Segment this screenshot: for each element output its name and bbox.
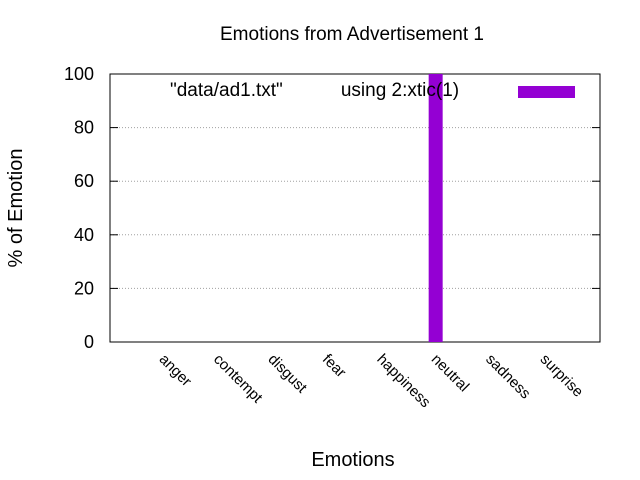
x-axis-label: Emotions	[311, 449, 394, 471]
x-tick-label: sadness	[482, 351, 534, 403]
y-tick-label: 80	[74, 118, 94, 138]
y-axis-ticks: 0 20 40 60 80 100	[64, 64, 600, 352]
x-tick-label: surprise	[537, 351, 587, 401]
bars	[428, 74, 443, 342]
x-tick-label: disgust	[265, 351, 311, 397]
legend-label: "data/ad1.txt" using 2:xtic(1)	[170, 80, 459, 101]
plot-frame	[109, 73, 601, 343]
bar-neutral	[428, 74, 443, 342]
chart-title: Emotions from Advertisement 1	[220, 24, 484, 45]
x-tick-label: neutral	[428, 351, 472, 395]
y-axis-label: % of Emotion	[5, 149, 27, 268]
legend-swatch	[518, 86, 575, 98]
y-tick-label: 0	[84, 332, 94, 352]
x-tick-label: happiness	[373, 351, 433, 411]
x-tick-label: anger	[156, 351, 195, 390]
y-tick-label: 40	[74, 225, 94, 245]
legend: "data/ad1.txt" using 2:xtic(1)	[170, 80, 575, 101]
y-tick-label: 100	[64, 64, 94, 84]
y-tick-label: 60	[74, 171, 94, 191]
x-tick-label: fear	[319, 351, 349, 381]
y-tick-label: 20	[74, 278, 94, 298]
x-tick-label: contempt	[210, 351, 266, 407]
grid-lines	[110, 127, 600, 289]
